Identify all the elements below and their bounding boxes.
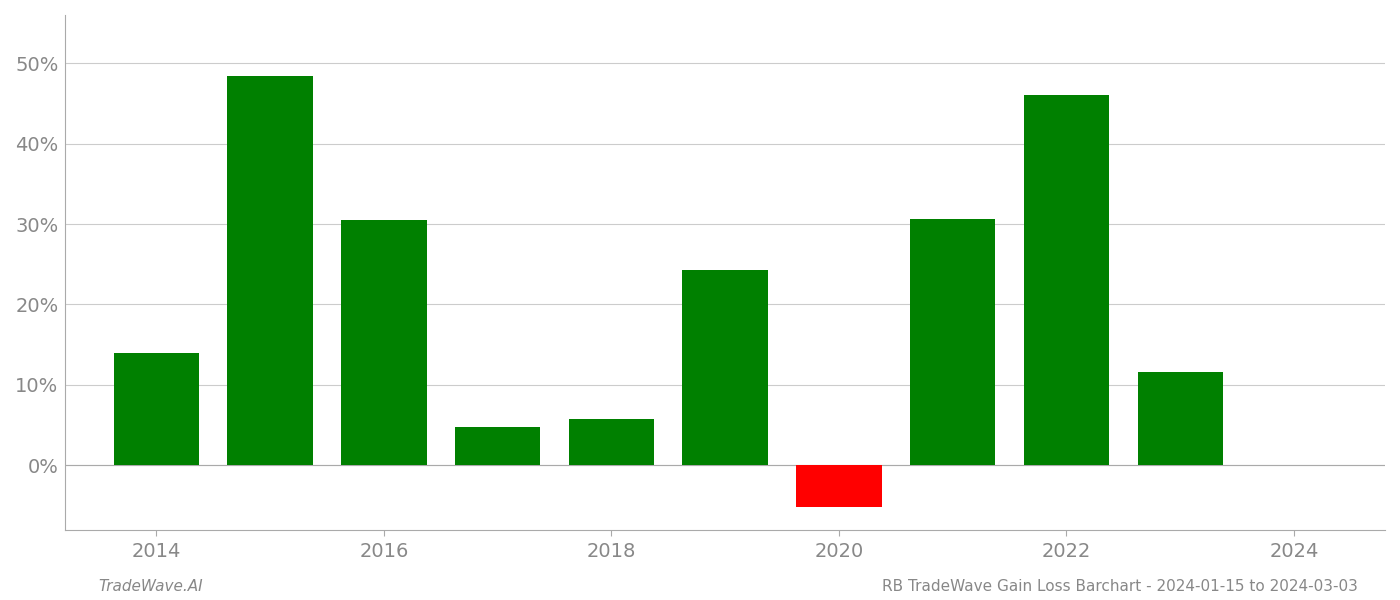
Bar bbox=[113, 353, 199, 465]
Bar bbox=[568, 419, 654, 465]
Bar bbox=[682, 270, 767, 465]
Bar bbox=[455, 427, 540, 465]
Bar bbox=[1023, 95, 1109, 465]
Bar bbox=[342, 220, 427, 465]
Text: RB TradeWave Gain Loss Barchart - 2024-01-15 to 2024-03-03: RB TradeWave Gain Loss Barchart - 2024-0… bbox=[882, 579, 1358, 594]
Bar bbox=[227, 76, 312, 465]
Text: TradeWave.AI: TradeWave.AI bbox=[98, 579, 203, 594]
Bar bbox=[797, 465, 882, 507]
Bar bbox=[910, 219, 995, 465]
Bar bbox=[1138, 372, 1222, 465]
